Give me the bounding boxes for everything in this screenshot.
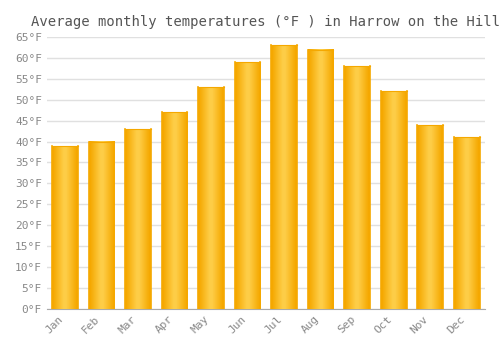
- Title: Average monthly temperatures (°F ) in Harrow on the Hill: Average monthly temperatures (°F ) in Ha…: [32, 15, 500, 29]
